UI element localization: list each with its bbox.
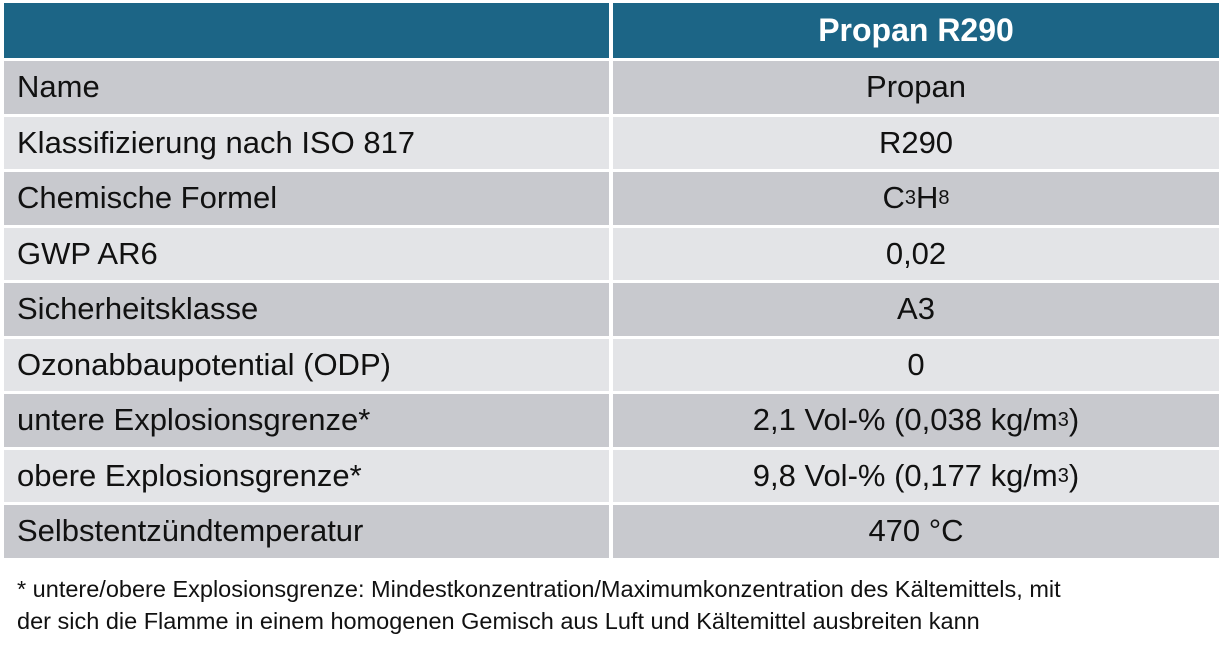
row-value-odp: 0	[613, 338, 1219, 391]
row-value-upper-explosion-limit: 9,8 Vol-% (0,177 kg/m 3)	[613, 449, 1219, 502]
header-title: Propan R290	[613, 3, 1219, 58]
row-value-lower-explosion-limit: 2,1 Vol-% (0,038 kg/m 3)	[613, 394, 1219, 447]
row-label-odp: Ozonabbaupotential (ODP)	[4, 338, 609, 391]
refrigerant-properties-table: Propan R290 Name Propan Klassifizierung …	[4, 3, 1219, 561]
footnote-line-2: der sich die Flamme in einem homogenen G…	[17, 608, 980, 634]
formula-hydrogen: H	[916, 180, 939, 216]
row-label-classification: Klassifizierung nach ISO 817	[4, 116, 609, 169]
row-value-name: Propan	[613, 61, 1219, 114]
row-label-safety-class: Sicherheitsklasse	[4, 283, 609, 336]
row-label-lower-explosion-limit: untere Explosionsgrenze*	[4, 394, 609, 447]
uel-value-close: )	[1068, 457, 1080, 493]
formula-carbon: C	[882, 180, 905, 216]
row-value-safety-class: A3	[613, 283, 1219, 336]
row-value-classification: R290	[613, 116, 1219, 169]
uel-value-text: 9,8 Vol-% (0,177 kg/m	[752, 457, 1058, 493]
row-value-gwp: 0,02	[613, 227, 1219, 280]
lel-value-close: )	[1068, 402, 1080, 438]
lel-value-text: 2,1 Vol-% (0,038 kg/m	[752, 402, 1058, 438]
row-label-formula: Chemische Formel	[4, 172, 609, 225]
row-label-upper-explosion-limit: obere Explosionsgrenze*	[4, 449, 609, 502]
footnote: * untere/obere Explosionsgrenze: Mindest…	[17, 573, 1212, 637]
footnote-line-1: * untere/obere Explosionsgrenze: Mindest…	[17, 576, 1061, 602]
row-label-gwp: GWP AR6	[4, 227, 609, 280]
header-empty-cell	[4, 3, 609, 58]
row-label-name: Name	[4, 61, 609, 114]
row-label-autoignition: Selbstentzündtemperatur	[4, 505, 609, 558]
row-value-autoignition: 470 °C	[613, 505, 1219, 558]
